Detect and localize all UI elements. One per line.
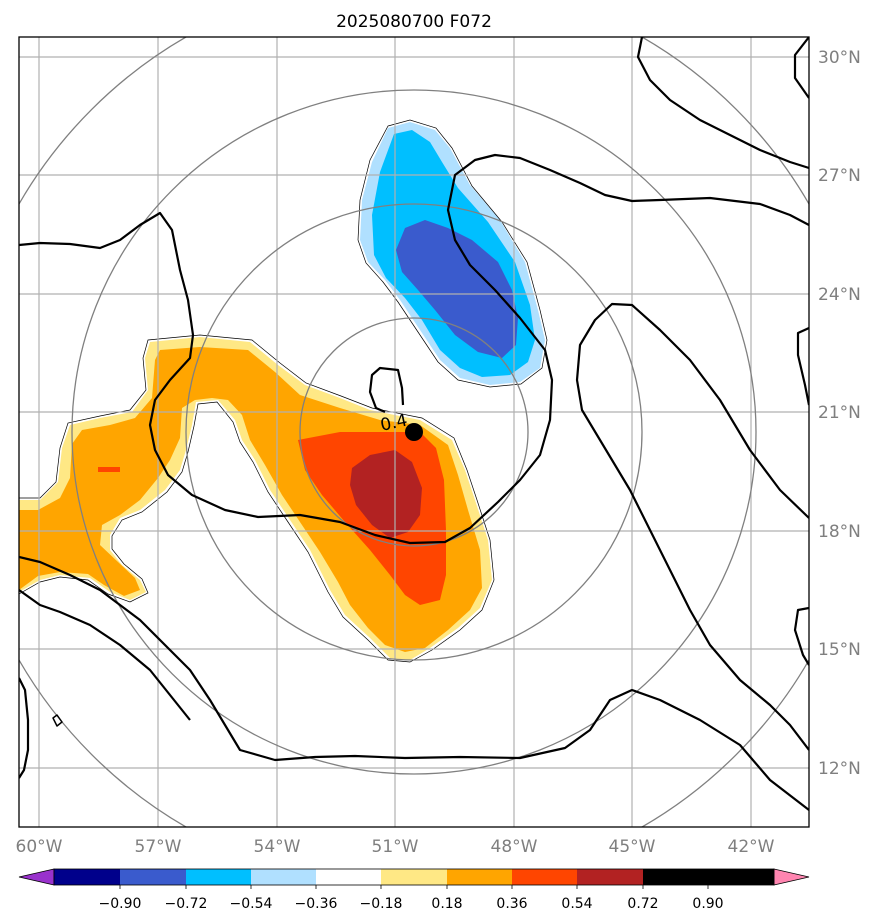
- colorbar-label: −0.36: [295, 896, 338, 912]
- range-ring: [299, 317, 529, 547]
- range-ring: [71, 89, 757, 775]
- contour-upper-left: [19, 153, 809, 545]
- blue-fill: [396, 220, 518, 358]
- map-frame: [18, 36, 810, 828]
- x-tick-label: 45°W: [609, 837, 656, 857]
- colorbar-label: −0.18: [360, 896, 403, 912]
- colorbar-segment: [643, 869, 708, 885]
- x-tick-label: 51°W: [372, 837, 419, 857]
- colorbar: −0.90 −0.72 −0.54 −0.36 −0.18 0.18 0.36 …: [18, 868, 810, 912]
- graticule: [19, 37, 809, 827]
- colorbar-extend-left: [18, 868, 55, 886]
- colorbar-label: −0.54: [230, 896, 273, 912]
- contour-left-edge: [19, 677, 30, 779]
- contour-small-loop: [368, 366, 405, 414]
- figure-title: 2025080700 F072: [336, 12, 492, 32]
- colorbar-segment: [577, 869, 643, 885]
- colorbar-segment: [251, 869, 316, 885]
- y-tick-label: 18°N: [818, 522, 861, 542]
- range-rings: [19, 37, 809, 827]
- colorbar-segment: [54, 869, 120, 885]
- x-axis-labels: 60°W 57°W 54°W 51°W 48°W 45°W 42°W: [16, 837, 775, 857]
- y-tick-label: 21°N: [818, 403, 861, 423]
- colorbar-segment: [512, 869, 577, 885]
- colorbar-label: 0.90: [692, 896, 723, 912]
- contour-top-right-corner: [793, 37, 809, 99]
- colorbar-segment: [120, 869, 186, 885]
- range-ring: [185, 203, 643, 661]
- y-tick-label: 12°N: [818, 759, 861, 779]
- y-tick-label: 15°N: [818, 640, 861, 660]
- contour-right-edge-low: [793, 606, 809, 666]
- map-content: 0.4: [19, 37, 809, 827]
- colorbar-frame: [53, 868, 775, 886]
- storm-center-marker: [405, 423, 423, 441]
- colorbar-extend-right: [773, 868, 810, 886]
- x-tick-label: 54°W: [254, 837, 301, 857]
- contour-right: [575, 302, 809, 751]
- contour-lower: [19, 555, 809, 811]
- colorbar-label: 0.72: [627, 896, 658, 912]
- x-tick-label: 42°W: [728, 837, 775, 857]
- y-tick-label: 30°N: [818, 48, 861, 68]
- x-tick-label: 48°W: [491, 837, 538, 857]
- contour-lower-left: [19, 589, 191, 721]
- negative-anomaly-area: [360, 122, 545, 385]
- colorbar-segment: [316, 869, 381, 885]
- colorbar-label: −0.90: [99, 896, 142, 912]
- colorbar-segment: [447, 869, 512, 885]
- colorbar-label: 0.18: [431, 896, 462, 912]
- contour-top-right: [636, 37, 809, 170]
- colorbar-segment: [186, 869, 251, 885]
- colorbar-ticks: [119, 885, 709, 889]
- x-tick-label: 60°W: [16, 837, 63, 857]
- y-tick-label: 27°N: [818, 166, 861, 186]
- shading-outline: [19, 119, 548, 663]
- x-tick-label: 57°W: [135, 837, 182, 857]
- y-tick-label: 24°N: [818, 285, 861, 305]
- colorbar-segment: [381, 869, 447, 885]
- small-red-orange-spot: [98, 467, 120, 472]
- orange-fill: [19, 347, 482, 652]
- contour-tiny-ring: [52, 714, 63, 727]
- colorbar-segment: [708, 869, 774, 885]
- colorbar-label: −0.72: [165, 896, 208, 912]
- dark-red-fill: [350, 450, 422, 538]
- contour-lines: [19, 37, 809, 811]
- y-axis-labels: 30°N 27°N 24°N 21°N 18°N 15°N 12°N: [818, 48, 861, 779]
- colorbar-label: 0.36: [496, 896, 527, 912]
- positive-anomaly-area: [19, 337, 492, 660]
- colorbar-label: 0.54: [561, 896, 592, 912]
- contour-right-edge: [796, 326, 809, 406]
